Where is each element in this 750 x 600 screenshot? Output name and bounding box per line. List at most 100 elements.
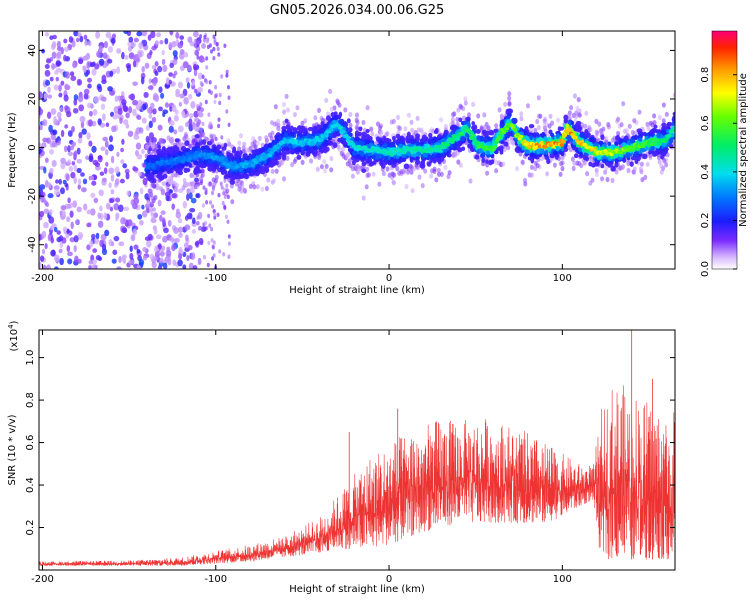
halo-cell: [494, 123, 499, 129]
halo-cell: [212, 182, 217, 188]
halo-cell: [391, 171, 395, 177]
halo-cell: [648, 120, 653, 126]
noise-cell: [153, 245, 159, 253]
noise-cell: [187, 36, 193, 44]
noise-cell: [105, 122, 110, 128]
noise-cell: [109, 70, 114, 77]
noise-cell: [44, 69, 51, 77]
noise-cell: [70, 171, 76, 179]
band-cell: [395, 133, 401, 139]
noise-cell: [160, 245, 166, 252]
band-cell: [287, 127, 292, 134]
noise-cell: [39, 255, 45, 262]
noise-cell: [53, 185, 60, 191]
noise-cell: [55, 61, 62, 66]
noise-cell: [48, 216, 55, 224]
band-cell: [555, 133, 560, 139]
noise-cell: [168, 120, 175, 127]
halo-cell: [184, 122, 189, 128]
noise-cell: [132, 81, 138, 87]
noise-cell: [189, 207, 196, 213]
noise-cell: [161, 217, 166, 225]
noise-cell: [54, 138, 59, 143]
halo-cell: [575, 105, 580, 111]
band-cell: [635, 155, 641, 162]
halo-cell: [230, 199, 235, 205]
noise-cell: [121, 138, 125, 145]
noise-cell: [205, 65, 209, 70]
band-cell: [391, 136, 396, 141]
noise-cell: [98, 58, 105, 66]
noise-cell: [190, 252, 196, 260]
halo-cell: [645, 161, 650, 167]
band-cell: [372, 160, 377, 165]
halo-cell: [507, 95, 512, 101]
noise-cell: [162, 112, 166, 118]
band-cell: [405, 135, 410, 141]
halo-cell: [369, 126, 374, 132]
noise-cell: [137, 51, 143, 59]
band-cell: [157, 152, 163, 158]
noise-cell: [67, 159, 71, 164]
noise-cell: [164, 37, 169, 45]
noise-cell: [150, 31, 156, 39]
halo-cell: [542, 118, 547, 124]
halo-cell: [178, 143, 183, 149]
noise-cell: [73, 176, 77, 184]
noise-cell: [211, 186, 215, 192]
noise-cell: [132, 99, 139, 106]
noise-cell: [109, 198, 115, 204]
noise-cell: [72, 107, 79, 114]
band-cell: [306, 134, 311, 140]
halo-cell: [462, 115, 466, 121]
noise-cell: [77, 32, 82, 38]
halo-cell: [345, 154, 350, 160]
noise-cell: [98, 45, 103, 50]
halo-cell: [439, 117, 444, 123]
noise-cell: [116, 266, 122, 269]
noise-cell: [147, 85, 154, 90]
noise-cell: [210, 238, 214, 243]
halo-cell: [439, 171, 444, 177]
noise-cell: [177, 81, 184, 89]
noise-cell: [102, 136, 109, 142]
halo-cell: [434, 177, 439, 183]
noise-cell: [212, 240, 216, 245]
halo-cell: [354, 163, 359, 170]
halo-cell: [657, 114, 662, 121]
noise-cell: [58, 92, 63, 98]
halo-cell: [523, 177, 527, 184]
band-cell: [338, 111, 343, 118]
halo-cell: [661, 102, 666, 108]
band-cell: [169, 146, 175, 152]
noise-cell: [60, 187, 65, 195]
band-cell: [409, 156, 414, 163]
noise-cell: [119, 117, 123, 124]
halo-cell: [406, 112, 411, 118]
noise-cell: [95, 31, 101, 39]
noise-cell: [100, 233, 107, 241]
noise-cell: [164, 191, 171, 198]
noise-cell: [191, 229, 197, 234]
halo-cell: [337, 102, 342, 108]
band-cell: [614, 158, 619, 164]
noise-cell: [223, 43, 227, 48]
noise-cell: [168, 72, 174, 77]
noise-cell: [193, 63, 197, 71]
noise-cell: [171, 104, 177, 113]
noise-cell: [133, 197, 140, 205]
band-cell: [506, 114, 511, 120]
band-cell: [405, 150, 411, 156]
halo-cell: [239, 133, 243, 139]
noise-cell: [63, 94, 69, 102]
noise-cell: [51, 249, 56, 256]
noise-cell: [110, 241, 115, 247]
noise-cell: [152, 108, 157, 115]
noise-cell: [136, 114, 142, 120]
halo-cell: [632, 166, 637, 172]
noise-cell: [214, 94, 218, 99]
band-cell: [188, 162, 193, 168]
band-cell: [661, 141, 668, 148]
noise-cell: [77, 78, 83, 86]
noise-cell: [120, 217, 126, 225]
